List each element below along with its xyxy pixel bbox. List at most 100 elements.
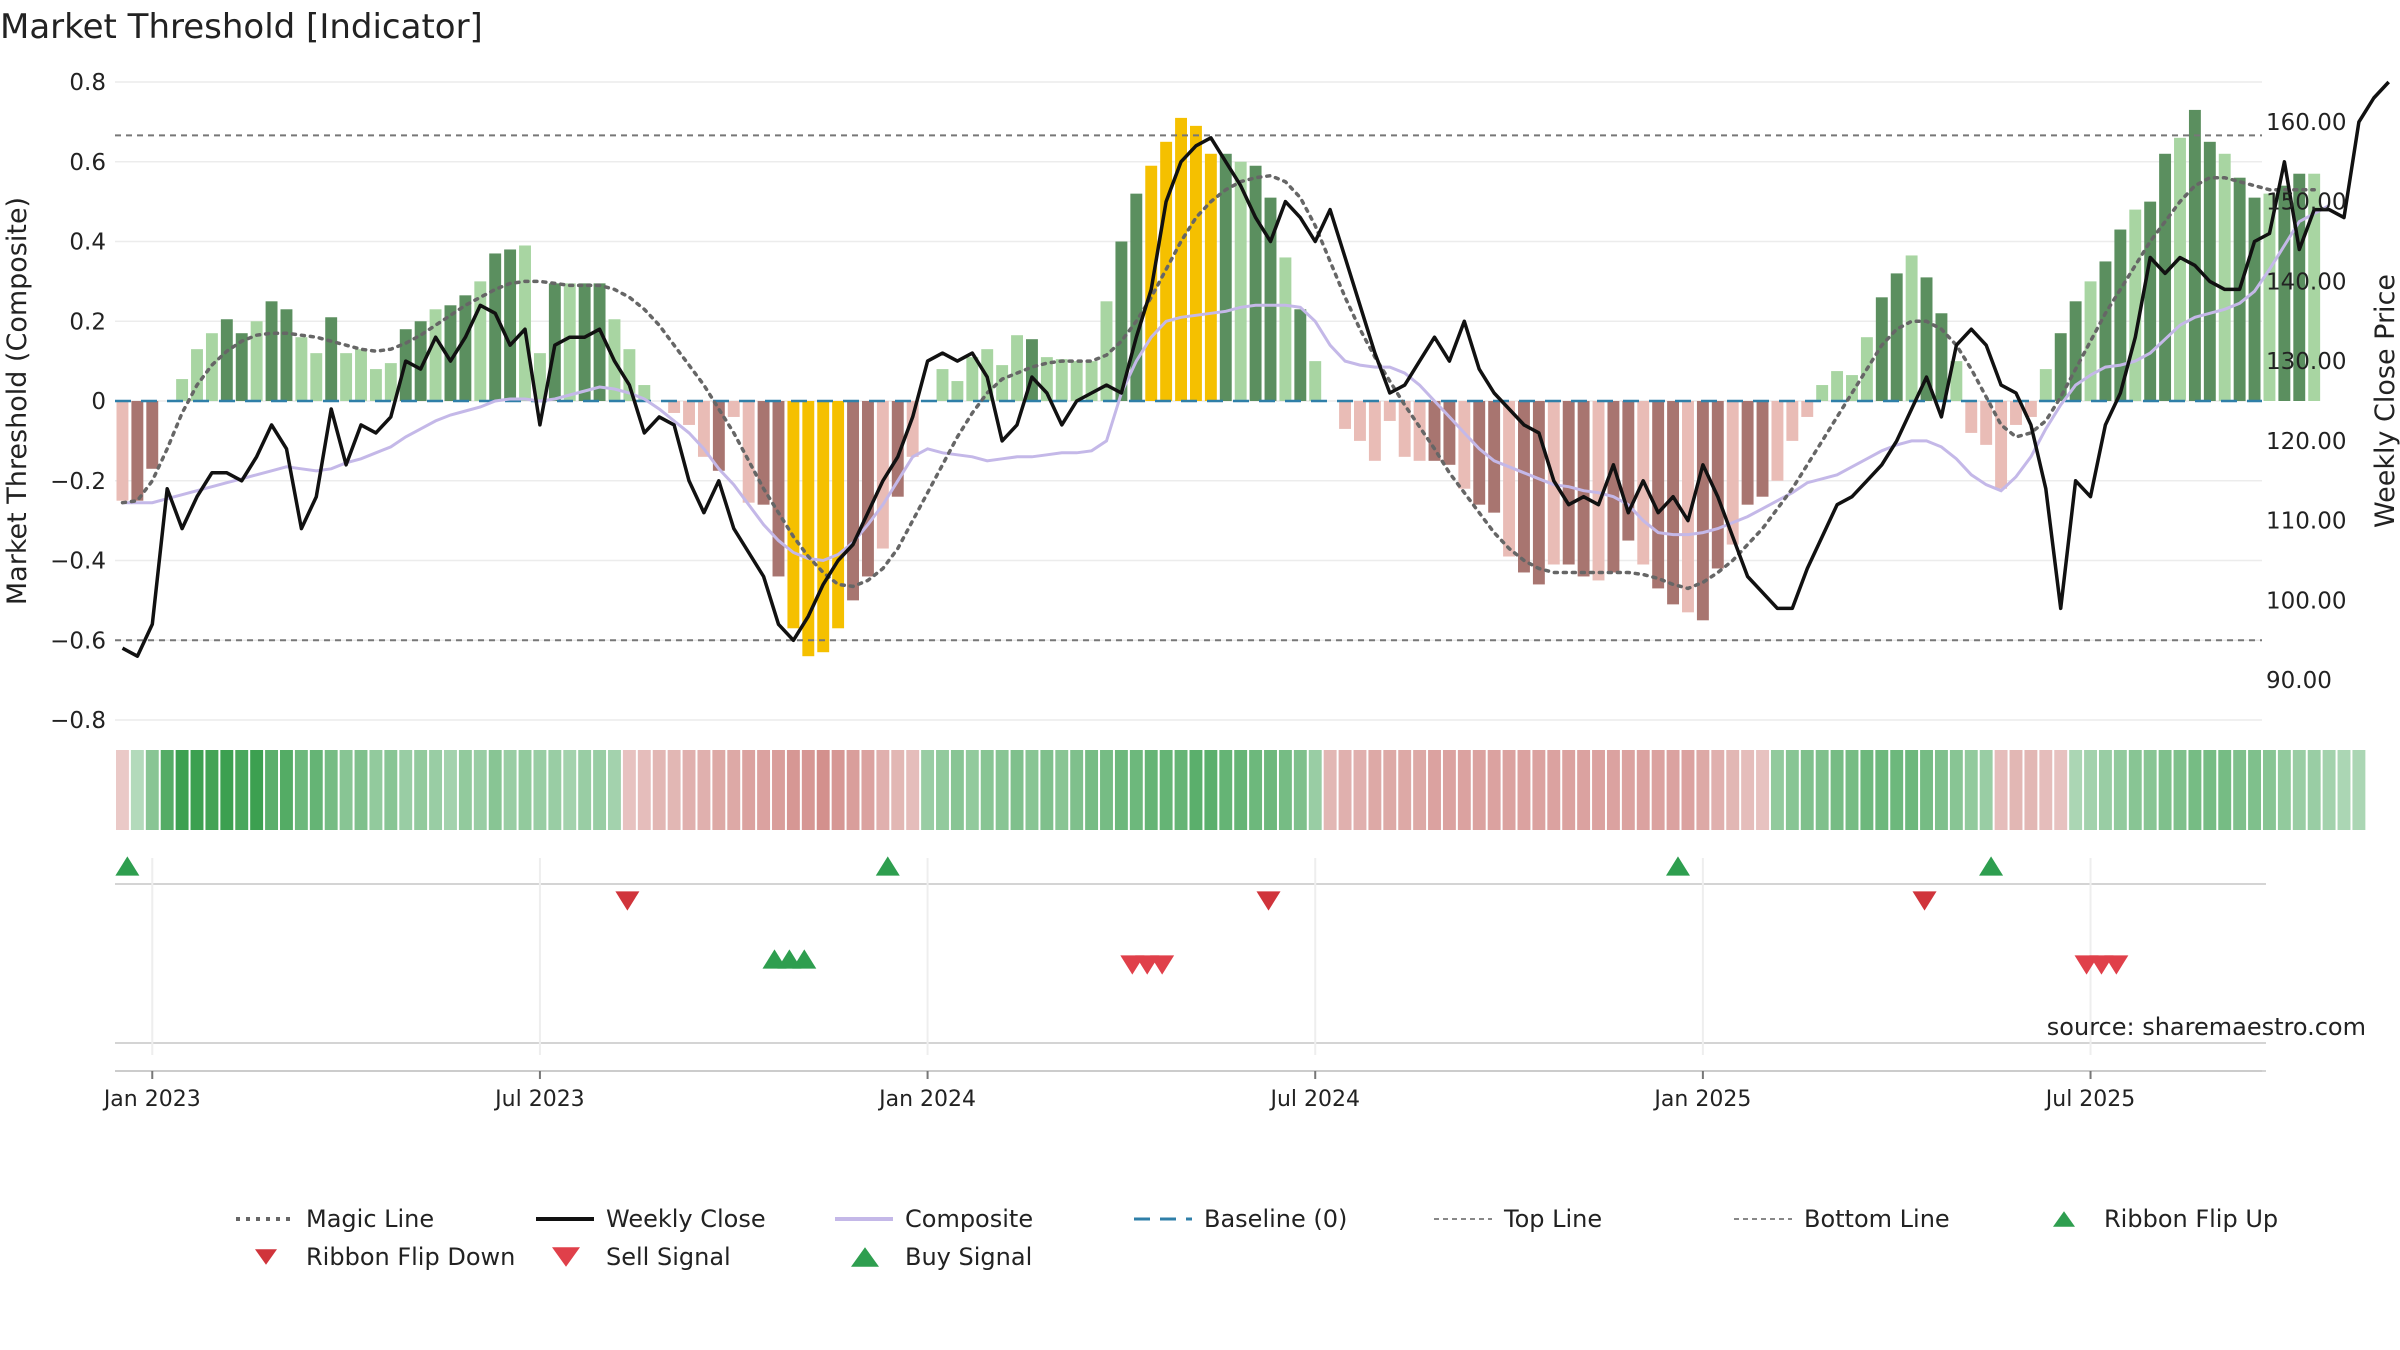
composite-bar xyxy=(1816,385,1829,401)
composite-bar xyxy=(474,281,487,401)
ribbon-cell xyxy=(1428,750,1441,830)
ribbon-cell xyxy=(444,750,457,830)
composite-bar xyxy=(996,365,1009,401)
composite-bar xyxy=(891,401,904,497)
composite-bar xyxy=(1025,339,1038,401)
composite-bar xyxy=(1458,401,1471,489)
composite-bar xyxy=(414,321,427,401)
composite-bar xyxy=(1980,401,1993,445)
legend-item: Baseline (0) xyxy=(1134,1205,1347,1233)
composite-bar xyxy=(176,379,189,401)
ribbon-cell xyxy=(399,750,413,830)
ribbon-cell xyxy=(2233,750,2247,830)
ribbon-cell xyxy=(1502,750,1516,830)
ribbon-cell xyxy=(1770,750,1784,830)
composite-bar xyxy=(1115,241,1128,401)
composite-bar xyxy=(2099,261,2112,401)
composite-bar xyxy=(1249,165,1262,401)
composite-bar xyxy=(489,253,502,401)
legend-label: Weekly Close xyxy=(606,1205,766,1233)
ribbon-cell xyxy=(2054,750,2068,830)
ribbon-cell xyxy=(1129,750,1143,830)
ribbon-cell xyxy=(384,750,398,830)
ribbon-cell xyxy=(980,750,994,830)
composite-bar xyxy=(2308,173,2321,401)
ribbon-cell xyxy=(593,750,607,830)
ribbon-cell xyxy=(1532,750,1546,830)
composite-bar xyxy=(1190,125,1202,402)
composite-bar xyxy=(1503,401,1516,557)
composite-bar xyxy=(1219,153,1232,401)
composite-bar xyxy=(683,401,695,425)
composite-bar xyxy=(1920,277,1933,401)
composite-bar xyxy=(1786,401,1799,441)
composite-bar xyxy=(519,245,531,401)
ribbon-cell xyxy=(1338,750,1352,830)
composite-bar xyxy=(1339,401,1352,429)
ribbon-cell xyxy=(205,750,219,830)
ribbon-cell xyxy=(1636,750,1650,830)
ribbon-cell xyxy=(130,750,144,830)
composite-bar xyxy=(504,249,517,401)
composite-bar xyxy=(1801,401,1814,417)
ribbon-cell xyxy=(652,750,666,830)
legend-item: Ribbon Flip Up xyxy=(2053,1205,2278,1233)
ribbon-cell xyxy=(861,750,875,830)
ribbon-cell xyxy=(1413,750,1427,830)
ribbon-cell xyxy=(458,750,472,830)
source-annotation: source: sharemaestro.com xyxy=(2047,1013,2366,1041)
ribbon-cell xyxy=(831,750,845,830)
y2-tick-label: 160.00 xyxy=(2266,110,2346,136)
legend-item: Buy Signal xyxy=(851,1243,1032,1271)
y2-tick-label: 140.00 xyxy=(2266,269,2346,295)
ribbon-cell xyxy=(2292,750,2306,830)
composite-bar xyxy=(1667,401,1680,605)
composite-bar xyxy=(1264,197,1277,401)
composite-bar xyxy=(1831,371,1844,401)
ribbon-cell xyxy=(548,750,562,830)
ribbon-cell xyxy=(1547,750,1561,830)
ribbon-cell xyxy=(742,750,756,830)
y-tick-label: 0.4 xyxy=(69,230,106,256)
ribbon-cell xyxy=(578,750,592,830)
ribbon-cell xyxy=(116,750,129,830)
ribbon-cell xyxy=(1234,750,1248,830)
composite-bar xyxy=(146,401,159,469)
ribbon-cell xyxy=(2352,750,2366,830)
ribbon-cell xyxy=(637,750,651,830)
y2-tick-label: 120.00 xyxy=(2266,429,2346,455)
composite-bar xyxy=(235,333,248,401)
composite-bar xyxy=(1905,255,1918,401)
ribbon-cell xyxy=(1353,750,1367,830)
composite-bar xyxy=(1011,335,1023,401)
ribbon-cell xyxy=(1920,750,1933,830)
composite-bar xyxy=(712,401,725,471)
ribbon-cell xyxy=(1875,750,1889,830)
composite-bar xyxy=(817,401,830,653)
ribbon-cell xyxy=(622,750,636,830)
y-tick-label: 0.6 xyxy=(69,150,106,176)
composite-bar xyxy=(1368,401,1381,461)
ribbon-cell xyxy=(727,750,741,830)
ribbon-cell xyxy=(488,750,502,830)
ribbon-cell xyxy=(772,750,785,830)
ribbon-flip-up-marker xyxy=(875,856,900,876)
ribbon-cell xyxy=(1040,750,1054,830)
composite-bar xyxy=(280,309,293,401)
ribbon-cell xyxy=(1845,750,1859,830)
composite-bar xyxy=(1294,309,1307,401)
ribbon-cell xyxy=(1621,750,1635,830)
ribbon-cell xyxy=(1815,750,1829,830)
ribbon-cell xyxy=(563,750,577,830)
y-tick-label: 0.8 xyxy=(69,70,106,96)
ribbon-cell xyxy=(1890,750,1904,830)
ribbon-cell xyxy=(2098,750,2112,830)
composite-bar xyxy=(220,319,233,401)
legend-label: Composite xyxy=(905,1205,1033,1233)
composite-bar xyxy=(727,401,740,417)
legend-marker xyxy=(255,1249,277,1265)
legend-label: Ribbon Flip Up xyxy=(2104,1205,2278,1233)
composite-line xyxy=(122,204,2330,563)
ribbon-cell xyxy=(667,750,681,830)
